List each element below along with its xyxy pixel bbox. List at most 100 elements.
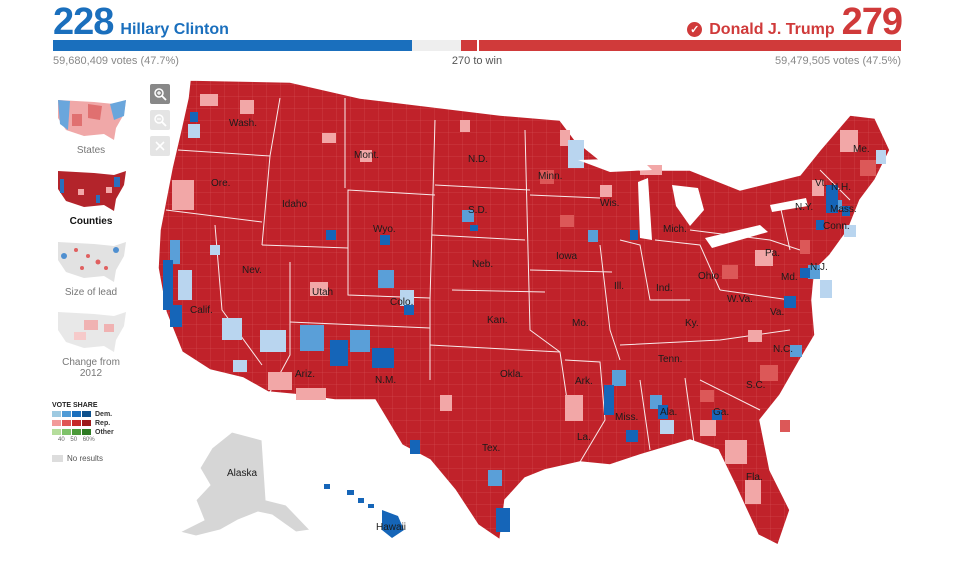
- label-md: Md.: [781, 272, 798, 283]
- to-win-label: 270 to win: [451, 55, 503, 67]
- label-nc: N.C.: [773, 344, 793, 355]
- label-utah: Utah: [312, 287, 333, 298]
- no-results-swatch: [52, 455, 63, 462]
- rep-mid-counties: [540, 160, 876, 432]
- dem-mid-counties: [170, 200, 842, 486]
- legend-row-other: Other: [52, 428, 114, 436]
- legend-swatch: [52, 420, 61, 426]
- counties-thumbnail: [58, 171, 126, 211]
- view-label-counties: Counties: [69, 216, 113, 227]
- legend-swatch: [82, 420, 91, 426]
- great-lakes: [578, 158, 808, 248]
- trump-summary: ✓ Donald J. Trump 279: [687, 1, 903, 43]
- legend-swatch: [52, 429, 61, 435]
- label-mich: Mich.: [663, 224, 687, 235]
- legend-swatch: [62, 429, 71, 435]
- legend-no-results: No results: [52, 454, 103, 463]
- legend-swatch: [62, 420, 71, 426]
- view-label-size-of-lead: Size of lead: [64, 287, 118, 298]
- trump-bar-fill: [461, 40, 901, 51]
- legend-swatch: [72, 420, 81, 426]
- trump-popular-votes: 59,479,505 votes (47.5%): [775, 55, 901, 67]
- win-threshold-marker: [477, 40, 479, 51]
- zoom-out-button[interactable]: [150, 110, 170, 130]
- zoom-out-icon: [154, 114, 167, 127]
- view-change-from-2012[interactable]: Change from 2012: [52, 306, 130, 379]
- label-idaho: Idaho: [282, 199, 307, 210]
- view-states[interactable]: States: [52, 94, 130, 156]
- label-wis: Wis.: [600, 198, 619, 209]
- trump-electoral-votes: 279: [841, 1, 903, 43]
- label-miss: Miss.: [615, 412, 638, 423]
- clinton-bar-fill: [53, 40, 413, 51]
- label-colo: Colo.: [390, 297, 413, 308]
- label-wash: Wash.: [229, 118, 257, 129]
- legend-label-rep: Rep.: [95, 419, 111, 427]
- view-label-states: States: [76, 145, 106, 156]
- state-labels: Wash. Ore. Calif. Idaho Nev. Mont. Wyo. …: [190, 118, 870, 533]
- label-pa: Pa.: [765, 248, 780, 259]
- view-label-change-from-2012: Change from 2012: [62, 357, 120, 379]
- label-alaska: Alaska: [227, 468, 257, 479]
- legend-swatch: [82, 411, 91, 417]
- close-icon: [155, 141, 165, 151]
- label-nm: N.M.: [375, 375, 396, 386]
- hawaii[interactable]: [324, 484, 404, 538]
- label-mo: Mo.: [572, 318, 589, 329]
- view-counties[interactable]: Counties: [52, 165, 130, 227]
- label-ark: Ark.: [575, 376, 593, 387]
- legend-row-rep: Rep.: [52, 419, 111, 427]
- label-ill: Ill.: [614, 281, 624, 292]
- label-calif: Calif.: [190, 305, 213, 316]
- label-la: La.: [577, 432, 591, 443]
- label-mont: Mont.: [354, 150, 379, 161]
- label-neb: Neb.: [472, 259, 493, 270]
- label-kan: Kan.: [487, 315, 508, 326]
- dem-dark-counties: [163, 112, 850, 532]
- label-iowa: Iowa: [556, 251, 578, 262]
- label-conn: Conn.: [823, 221, 850, 232]
- label-va: Va.: [770, 307, 784, 318]
- electoral-vote-bar: [53, 40, 901, 51]
- clinton-popular-votes: 59,680,409 votes (47.7%): [53, 55, 179, 67]
- label-ny: N.Y.: [795, 202, 813, 213]
- legend-title: VOTE SHARE: [52, 402, 98, 409]
- label-ind: Ind.: [656, 283, 673, 294]
- legend-tick: 40: [58, 437, 65, 443]
- legend-label-other: Other: [95, 428, 114, 436]
- change-from-2012-thumbnail: [58, 312, 126, 352]
- legend-swatch: [62, 411, 71, 417]
- label-nd: N.D.: [468, 154, 488, 165]
- label-nev: Nev.: [242, 265, 262, 276]
- legend-tick: 60%: [82, 437, 95, 443]
- alaska[interactable]: [178, 431, 312, 537]
- label-ohio: Ohio: [698, 271, 720, 282]
- label-nh: N.H.: [831, 182, 851, 193]
- label-ore: Ore.: [211, 178, 230, 189]
- legend-ticks: 40 50 60%: [58, 437, 99, 443]
- zoom-in-button[interactable]: [150, 84, 170, 104]
- states-thumbnail: [58, 100, 126, 140]
- legend-swatch: [72, 411, 81, 417]
- reset-map-button[interactable]: [150, 136, 170, 156]
- legend-swatch: [52, 411, 61, 417]
- view-size-of-lead[interactable]: Size of lead: [52, 236, 130, 298]
- label-ga: Ga.: [713, 407, 729, 418]
- label-tenn: Tenn.: [658, 354, 682, 365]
- label-mass: Mass.: [830, 204, 857, 215]
- legend-swatch: [82, 429, 91, 435]
- label-okla: Okla.: [500, 369, 523, 380]
- label-sc: S.C.: [746, 380, 765, 391]
- label-tex: Tex.: [482, 443, 500, 454]
- legend-swatch: [72, 429, 81, 435]
- check-circle-icon: ✓: [687, 22, 703, 37]
- label-nj: N.J.: [810, 262, 828, 273]
- clinton-electoral-votes: 228: [53, 1, 114, 43]
- trump-name: Donald J. Trump: [709, 21, 835, 38]
- label-ky: Ky.: [685, 318, 699, 329]
- clinton-name: Hillary Clinton: [120, 21, 229, 38]
- rep-light-counties: [172, 94, 858, 504]
- dem-light-counties: [178, 124, 886, 434]
- label-vt: Vt.: [815, 178, 827, 189]
